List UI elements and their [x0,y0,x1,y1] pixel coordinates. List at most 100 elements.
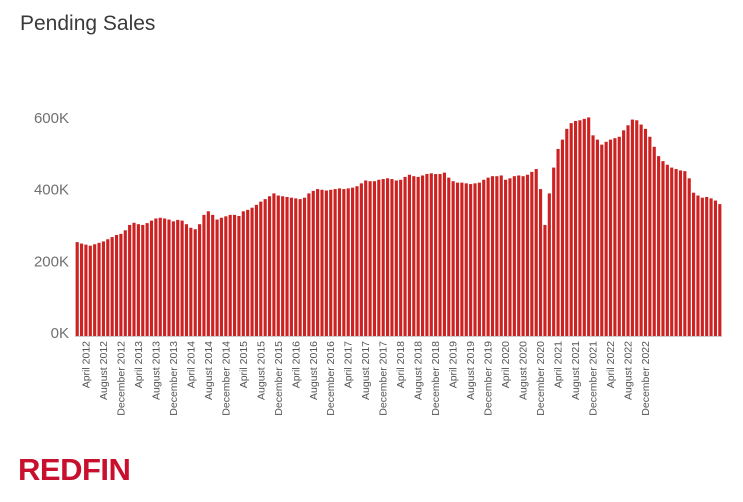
bar [132,222,136,336]
bar [608,139,613,336]
x-tick-label: August 2013 [150,341,162,400]
x-tick-label: August 2015 [255,341,267,400]
x-tick-label: April 2015 [238,341,250,388]
bar [525,174,530,336]
x-tick-label: December 2015 [273,341,285,416]
bar [477,182,481,336]
bar [696,195,700,336]
bar [263,199,267,336]
bar [75,242,79,336]
x-tick-label: December 2020 [535,341,547,416]
bar [163,218,167,336]
bar [648,136,652,336]
bar [346,188,350,336]
bar [674,169,678,336]
bar [665,164,669,336]
x-tick-label: April 2020 [500,341,512,388]
bar [390,179,394,336]
bar [202,214,206,336]
x-axis-labels: April 2012 August 2012 December 2012 April … [80,341,652,416]
x-tick-label: December 2016 [325,341,337,416]
bar [372,181,377,336]
bar [429,173,433,336]
x-tick-label: December 2022 [640,341,652,416]
bar [399,179,403,336]
bar [451,181,455,336]
bar [473,183,477,336]
bar [342,189,346,336]
bar [206,211,210,336]
bar [267,196,272,336]
y-tick-label: 600K [34,110,69,127]
bar [333,189,337,336]
x-tick-label: December 2021 [588,341,600,416]
bar [184,224,189,336]
bar [272,193,276,336]
bar [237,215,241,336]
bar [351,187,355,336]
bar [552,167,556,336]
bar [442,172,446,336]
bar [490,176,495,336]
y-tick-label: 0K [51,325,69,342]
x-tick-label: August 2012 [98,341,110,400]
bar [114,234,119,336]
bar [486,177,490,336]
x-tick-label: December 2019 [483,341,495,416]
bar [657,156,661,336]
bar [294,198,298,336]
bar [381,179,385,336]
bar [591,135,595,336]
bar [219,217,224,336]
bar [101,241,105,336]
bar [573,121,578,336]
bar [84,244,88,337]
bar [512,176,516,336]
bar [250,207,254,336]
bar [324,190,328,336]
bar [123,230,127,336]
bar [635,120,639,336]
bar [595,139,599,336]
bar [298,199,302,336]
bar [141,224,145,336]
bar [718,204,722,336]
bar [700,197,704,336]
pending-sales-bar-chart: 0K 200K 400K 600K April 2012 August 2012 Dece… [34,110,722,416]
x-tick-label: April 2014 [185,341,197,388]
x-tick-label: August 2018 [413,341,425,400]
chart-title: Pending Sales [20,12,156,35]
bar [508,178,512,336]
bar [128,224,132,336]
x-tick-label: April 2016 [290,341,302,388]
bar [171,221,175,336]
bar [154,218,158,336]
bar [569,123,573,337]
bar [713,200,718,336]
x-tick-label: August 2016 [308,341,320,400]
bar [692,192,696,336]
bar [320,189,324,336]
bar [394,180,398,336]
bar [403,176,407,336]
bar [622,130,626,336]
bar [241,211,245,336]
bar [285,196,289,336]
x-tick-label: December 2013 [168,341,180,416]
bar [643,128,648,336]
x-tick-label: April 2019 [448,341,460,388]
bar [407,174,412,336]
bar [359,183,363,336]
bar [626,125,630,336]
bar [93,244,97,336]
bar [482,179,486,336]
bar [302,197,307,336]
bar [259,201,263,337]
x-tick-label: April 2013 [133,341,145,388]
bar [600,144,604,336]
bar [539,189,543,336]
x-tick-label: April 2017 [343,341,355,388]
bar [88,245,92,336]
bar [368,181,372,336]
bar [198,224,202,336]
